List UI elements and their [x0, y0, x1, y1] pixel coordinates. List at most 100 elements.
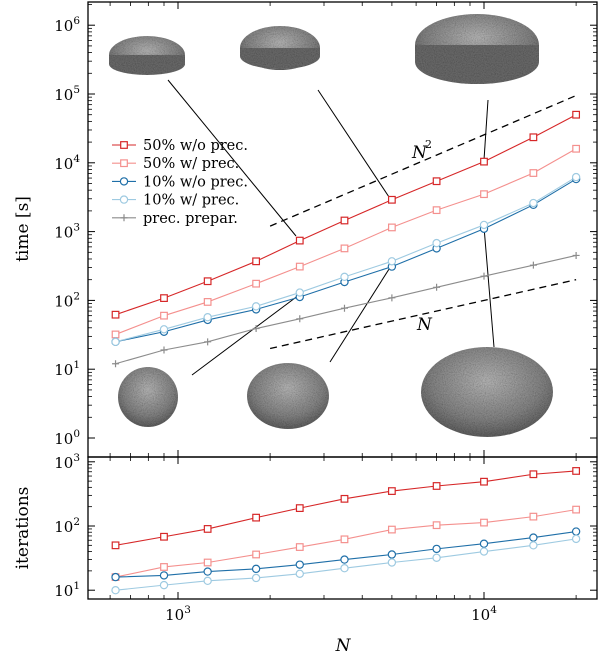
y-tick-label: 103 [54, 452, 80, 472]
legend-item: 10% w/ prec. [112, 193, 239, 209]
time-data-point [433, 283, 441, 291]
legend-label: 50% w/ prec. [143, 156, 239, 172]
iterations-data-point [529, 533, 538, 542]
time-data-point [480, 190, 488, 199]
legend-swatch-marker [119, 195, 129, 204]
time-series-4 [112, 251, 580, 368]
ref-label-n2: N 2 [411, 138, 432, 163]
legend-swatch-marker [120, 141, 128, 149]
time-series-plot [111, 110, 581, 368]
time-data-point [340, 216, 349, 225]
iterations-data-point [387, 487, 396, 495]
iterations-data-point [252, 513, 261, 522]
time-data-point [111, 310, 120, 319]
iterations-data-point [571, 527, 581, 536]
time-data-point [252, 279, 261, 288]
time-data-point [203, 298, 212, 306]
iterations-data-point [251, 564, 261, 574]
iterations-data-point [480, 477, 488, 486]
legend: 50% w/o prec. 50% w/ prec. 10% w/o prec. 10… [112, 138, 248, 227]
iterations-data-point [251, 573, 261, 583]
legend-item: 50% w/ prec. [112, 156, 239, 172]
time-data-point [295, 236, 304, 245]
iterations-data-point [529, 470, 538, 479]
time-data-point [572, 251, 580, 259]
connector-line [483, 99, 489, 161]
iterations-data-point [479, 547, 489, 556]
time-data-point [340, 272, 349, 282]
time-y-axis-label: time [s] [13, 196, 33, 262]
iterations-data-point [480, 518, 488, 527]
time-data-point [388, 294, 396, 302]
time-series-1 [111, 144, 581, 339]
iterations-data-point [340, 494, 349, 503]
cluster-image-50-large [415, 14, 539, 84]
time-data-point [252, 325, 260, 333]
time-data-point [296, 315, 304, 323]
cluster-image-50-medium [240, 26, 320, 70]
time-data-point [112, 360, 120, 368]
connector-lines [167, 79, 495, 376]
time-data-point [295, 288, 304, 297]
x-ticks: 103 104 [109, 2, 577, 624]
time-series-0 [111, 110, 581, 319]
time-data-point [203, 277, 212, 286]
y-tick-label: 106 [54, 15, 80, 35]
cluster-image-50-small [109, 36, 185, 75]
connector-line [329, 265, 392, 363]
cluster-image-10-large [421, 347, 553, 437]
time-data-point [529, 261, 537, 269]
iterations-data-point [203, 558, 212, 567]
time-data-point [204, 338, 212, 346]
x-tick-label: 104 [471, 604, 497, 624]
connector-line [191, 294, 300, 376]
time-data-point [479, 220, 489, 230]
y-tick-label: 101 [54, 580, 80, 600]
iterations-series-0 [111, 467, 581, 550]
time-data-point [529, 198, 538, 208]
iterations-data-point [159, 580, 169, 590]
iterations-data-point [295, 569, 304, 579]
iterations-data-point [572, 505, 581, 514]
y-tick-label: 104 [54, 153, 80, 173]
iterations-data-point [159, 571, 169, 580]
cluster-image-10-small [118, 367, 178, 427]
iterations-data-point [111, 572, 120, 582]
time-data-point [529, 169, 538, 177]
iterations-data-point [160, 563, 168, 571]
bottom-plot-frame [87, 456, 598, 600]
time-data-point [340, 244, 349, 253]
iterations-data-point [572, 467, 581, 475]
x-axis-label: N [335, 636, 352, 656]
ref-label-n: N [416, 315, 433, 335]
time-data-point [529, 133, 538, 142]
y-tick-label: 102 [54, 290, 80, 310]
reference-line-1 [269, 279, 577, 350]
time-data-point [111, 337, 120, 347]
iterations-data-point [432, 521, 441, 530]
legend-item: prec. prepar. [112, 211, 238, 227]
time-data-point [432, 177, 441, 186]
iterations-data-point [432, 482, 441, 490]
iterations-data-point [432, 553, 441, 562]
iterations-y-ticks: 101 102 103 [54, 452, 597, 600]
time-data-point [571, 172, 581, 182]
iterations-data-point [387, 525, 396, 534]
time-data-point [160, 294, 168, 303]
iterations-data-point [203, 525, 212, 533]
time-y-ticks: 100 101 102 103 104 105 106 [54, 4, 597, 448]
time-data-point [432, 206, 441, 215]
iterations-data-point [529, 512, 538, 521]
legend-swatch-marker [120, 159, 128, 168]
legend-label: 50% w/o prec. [143, 138, 248, 154]
time-data-point [203, 312, 212, 322]
iterations-data-point [340, 535, 349, 544]
time-data-point [251, 302, 261, 311]
iterations-data-point [295, 560, 304, 569]
time-data-point [111, 330, 120, 339]
time-series-3 [111, 172, 581, 347]
cluster-images [109, 14, 553, 437]
iterations-data-point [529, 541, 538, 550]
time-data-point [160, 311, 168, 320]
time-data-point [387, 223, 396, 232]
